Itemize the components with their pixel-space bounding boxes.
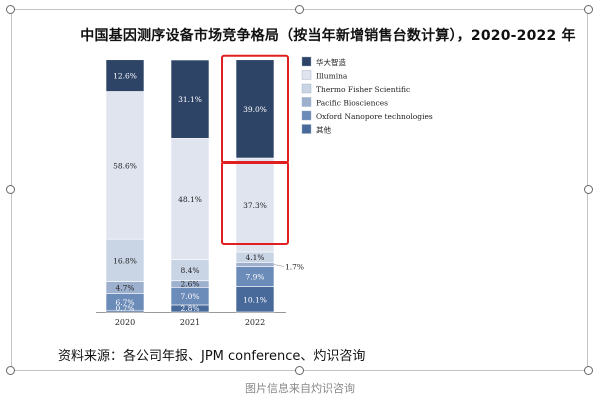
legend-label: Pacific Biosciences [316,99,388,108]
resize-handle-middle-right[interactable] [584,185,593,194]
bar-segment [170,138,210,260]
data-label: 48.1% [178,195,202,204]
legend-swatch [301,70,312,80]
legend-label: Oxford Nanopore technologies [316,112,433,121]
x-tick-label: 2020 [115,318,135,327]
data-label: 8.4% [180,266,199,275]
resize-handle-top-left[interactable] [6,5,15,14]
chart-title: 中国基因测序设备市场竞争格局（按当年新增销售台数计算），2020-2022 年 [80,28,576,44]
data-label: 12.6% [113,72,137,81]
data-label: 4.7% [115,283,134,292]
legend-label: Thermo Fisher Scientific [316,85,410,94]
data-label: 2.6% [180,279,199,288]
resize-handle-top-right[interactable] [584,5,593,14]
legend-label: Illumina [316,72,348,81]
bar-segment [235,286,275,313]
bar-segment [105,59,145,92]
resize-handle-top-center[interactable] [295,5,304,14]
resize-handle-bottom-center[interactable] [295,366,304,375]
data-label: 10.1% [243,295,267,304]
data-label: 1.7% [285,262,304,271]
data-label: 16.8% [113,256,137,265]
data-label: 7.9% [245,273,264,282]
data-label: 2.8% [180,304,199,313]
data-label: 58.6% [113,161,137,170]
legend-swatch [301,56,312,67]
resize-handle-bottom-right[interactable] [584,366,593,375]
bar-segment [235,59,275,159]
legend-swatch [301,83,312,94]
legend-swatch [301,97,312,107]
x-tick-label: 2021 [180,318,200,327]
legend-label: 其他 [316,125,331,135]
source-note: 资料来源：各公司年报、JPM conference、灼识咨询 [58,349,366,364]
data-label: 7.0% [180,292,199,301]
data-label: 6.7% [115,298,134,307]
highlight-box [221,161,289,246]
legend-swatch [301,110,312,121]
bar-segment [105,91,145,240]
resize-handle-middle-left[interactable] [6,185,15,194]
data-label: 31.1% [178,95,202,104]
resize-handle-bottom-left[interactable] [6,366,15,375]
bar-segment [235,157,275,253]
legend-label: 华大智造 [316,57,346,67]
data-label: 0.7% [115,304,134,313]
data-label: 37.3% [243,201,267,210]
data-label: 39.0% [243,105,267,114]
x-tick-label: 2022 [245,318,265,327]
bar-segment [170,59,210,139]
leader-line [273,264,285,267]
legend-swatch [301,124,312,134]
image-caption: 图片信息来自灼识咨询 [245,382,355,395]
bar-segment [235,262,275,267]
data-label: 4.1% [245,253,264,262]
